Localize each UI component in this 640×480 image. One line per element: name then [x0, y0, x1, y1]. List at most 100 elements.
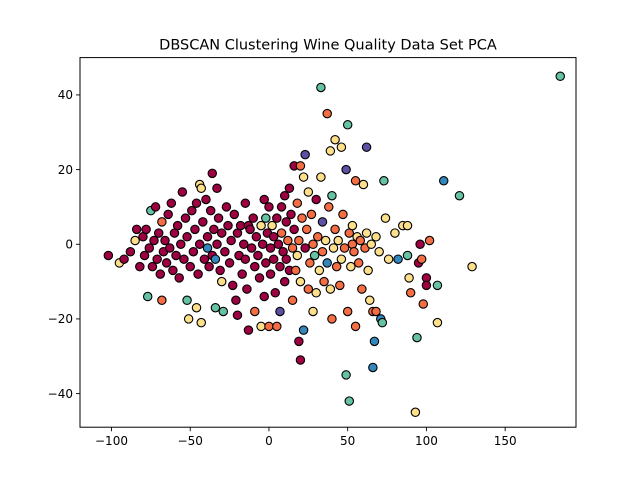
data-point: [320, 235, 331, 246]
data-point: [308, 239, 318, 250]
data-point: [410, 407, 421, 418]
plot-area-frame: [79, 57, 577, 428]
data-point: [187, 205, 197, 216]
data-point: [243, 325, 254, 335]
data-point: [316, 82, 326, 93]
data-point: [284, 183, 295, 194]
data-point: [287, 295, 298, 306]
data-point: [191, 302, 202, 313]
y-axis: −40 −20 0 20 40: [48, 88, 80, 401]
data-point: [257, 239, 268, 250]
data-point: [157, 217, 167, 227]
data-point: [176, 239, 186, 250]
data-point: [331, 261, 342, 272]
data-point: [330, 134, 340, 145]
data-point: [191, 198, 202, 208]
x-tick-label: −100: [95, 434, 128, 448]
y-tick-label: 20: [58, 163, 73, 177]
data-point: [295, 161, 306, 171]
data-point: [142, 291, 153, 302]
x-tick-label: 0: [265, 434, 273, 448]
data-point: [204, 261, 214, 272]
data-point: [283, 235, 293, 246]
x-tick-label: 150: [494, 434, 517, 448]
data-point: [155, 269, 166, 279]
data-point: [144, 243, 155, 253]
data-point: [165, 243, 175, 253]
data-point: [216, 228, 227, 238]
data-point: [325, 284, 336, 294]
data-point: [295, 276, 306, 287]
data-point: [261, 258, 271, 268]
y-tick-label: −20: [48, 312, 73, 326]
data-point: [374, 246, 384, 257]
data-point: [330, 224, 340, 235]
points-layer: [103, 71, 565, 418]
data-point: [245, 224, 255, 235]
data-point: [325, 146, 336, 156]
data-point: [251, 232, 262, 242]
data-point: [272, 321, 282, 332]
data-point: [316, 172, 326, 182]
data-point: [265, 269, 276, 279]
data-point: [301, 224, 312, 235]
data-point: [438, 176, 449, 186]
data-point: [210, 302, 221, 313]
data-point: [309, 250, 320, 261]
data-point: [341, 164, 351, 175]
data-point: [297, 213, 307, 223]
data-point: [311, 288, 321, 298]
data-point: [202, 243, 213, 253]
data-point: [357, 284, 367, 294]
data-point: [223, 220, 233, 231]
data-point: [338, 209, 348, 220]
x-axis: −100 −50 0 50 100 150: [95, 427, 517, 448]
data-point: [294, 336, 304, 347]
data-point: [308, 306, 318, 317]
data-point: [341, 370, 351, 380]
data-point: [415, 239, 425, 250]
data-point: [314, 265, 325, 276]
data-point: [188, 246, 199, 257]
data-point: [369, 336, 380, 347]
data-point: [333, 235, 343, 246]
data-point: [174, 273, 184, 283]
data-point: [313, 232, 323, 242]
data-point: [125, 246, 136, 257]
data-point: [347, 220, 358, 231]
data-point: [268, 232, 279, 242]
data-point: [292, 250, 303, 261]
data-point: [235, 220, 246, 231]
data-point: [279, 190, 290, 201]
data-point: [172, 220, 183, 231]
data-point: [179, 254, 189, 264]
data-point: [467, 261, 477, 272]
data-point: [353, 258, 364, 268]
data-point: [379, 176, 389, 186]
data-point: [250, 261, 260, 272]
x-tick-label: 50: [340, 434, 355, 448]
data-point: [276, 202, 287, 212]
data-point: [147, 261, 158, 272]
data-point: [324, 202, 334, 212]
data-point: [305, 258, 315, 268]
data-point: [152, 254, 162, 264]
data-point: [212, 183, 222, 194]
data-point: [182, 232, 192, 242]
data-point: [229, 209, 240, 220]
data-point: [157, 295, 167, 306]
data-point: [383, 254, 394, 264]
data-point: [350, 176, 361, 186]
data-point: [272, 213, 282, 223]
x-tick-label: −50: [178, 434, 203, 448]
data-point: [103, 250, 114, 261]
data-point: [306, 209, 317, 220]
data-point: [412, 332, 422, 343]
data-point: [555, 71, 565, 82]
data-point: [248, 213, 258, 223]
data-point: [212, 239, 222, 250]
data-point: [292, 198, 303, 208]
data-point: [286, 209, 296, 220]
data-point: [131, 224, 142, 235]
data-point: [424, 235, 435, 246]
